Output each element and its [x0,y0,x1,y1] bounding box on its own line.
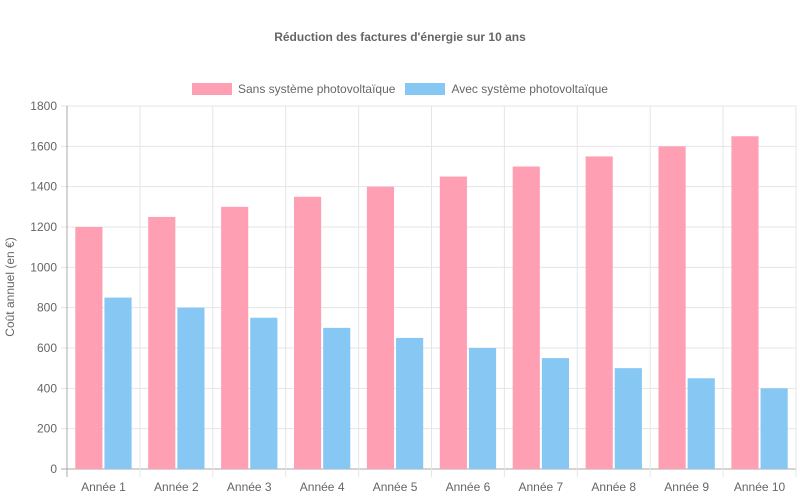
y-tick-label: 0 [50,462,57,476]
bar-sans[interactable] [658,146,686,470]
y-tick-label: 1400 [30,180,57,194]
legend-swatch-blue [405,83,446,95]
chart-title: Réduction des factures d'énergie sur 10 … [274,30,526,44]
x-tick-label: Année 8 [591,480,636,494]
y-tick-label: 200 [37,422,57,436]
legend-item-avec[interactable]: Avec système photovoltaïque [405,82,608,96]
bar-avec[interactable] [541,358,570,469]
bar-sans[interactable] [221,206,249,470]
x-tick-label: Année 7 [518,480,563,494]
bar-sans[interactable] [439,176,467,470]
bar-avec[interactable] [687,378,715,469]
bar-sans[interactable] [75,227,103,469]
bar-avec[interactable] [760,388,788,469]
x-tick-label: Année 1 [81,480,126,494]
x-tick-label: Année 9 [664,480,709,494]
bar-sans[interactable] [293,196,322,469]
bar-sans[interactable] [512,166,540,470]
legend: Sans système photovoltaïque Avec système… [0,82,800,96]
legend-item-sans[interactable]: Sans système photovoltaïque [192,82,395,96]
y-tick-label: 1000 [30,260,57,274]
y-tick-label: 600 [37,341,57,355]
bar-avec[interactable] [177,307,205,469]
x-tick-label: Année 5 [373,480,418,494]
x-tick-label: Année 6 [446,480,491,494]
x-tick-label: Année 10 [734,480,786,494]
bar-avec[interactable] [323,327,351,469]
y-tick-label: 1600 [30,139,57,153]
bar-sans[interactable] [366,186,395,469]
bar-sans[interactable] [731,136,759,469]
bar-sans[interactable] [148,216,176,469]
bar-avec[interactable] [104,297,132,469]
y-tick-label: 1200 [30,220,57,234]
legend-swatch-pink [192,83,232,95]
y-tick-label: 800 [37,301,57,315]
bar-avec[interactable] [468,348,497,469]
legend-label: Sans système photovoltaïque [238,82,396,96]
bar-avec[interactable] [614,368,642,469]
bar-sans[interactable] [585,156,613,469]
bar-avec[interactable] [250,317,278,469]
y-tick-label: 1800 [30,99,57,113]
y-tick-label: 400 [37,381,57,395]
x-tick-label: Année 4 [300,480,345,494]
legend-label: Avec système photovoltaïque [451,82,608,96]
bar-avec[interactable] [396,337,424,469]
x-tick-label: Année 2 [154,480,199,494]
x-tick-label: Année 3 [227,480,272,494]
